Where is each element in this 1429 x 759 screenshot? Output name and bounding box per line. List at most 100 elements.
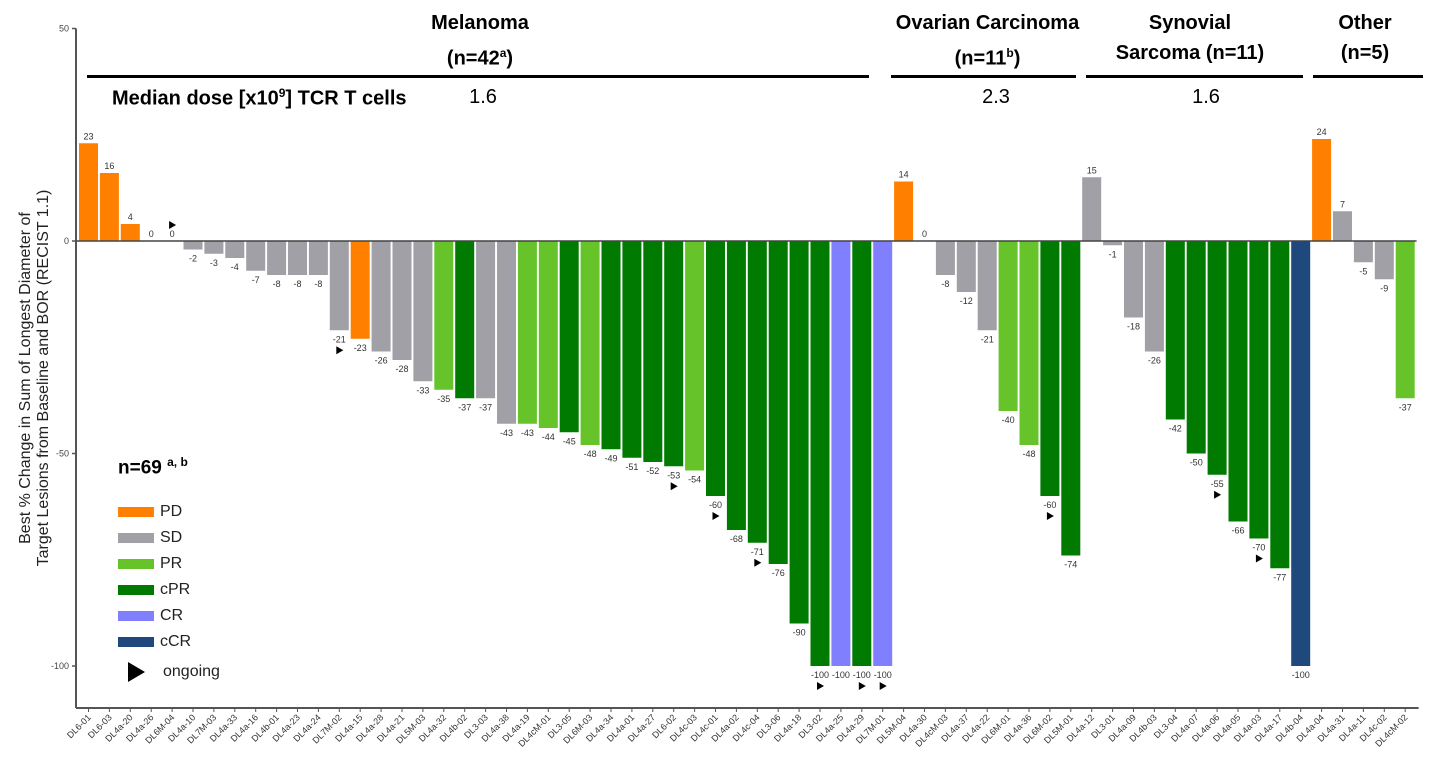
group-name: Ovarian Carcinoma: [895, 12, 1080, 34]
bar-value-label: -100: [832, 670, 850, 680]
bar-DL7M-03: [204, 241, 224, 254]
group-n-text: (n=42: [446, 47, 500, 70]
bar-value-label: -26: [375, 356, 388, 366]
median-dose-melanoma: 1.6: [469, 86, 497, 108]
legend-item-ccr: cCR: [118, 629, 220, 655]
legend-label: ongoing: [163, 663, 220, 681]
bar-DL4b-04: [1291, 241, 1311, 666]
bar-value-label: -71: [751, 547, 764, 557]
bar-value-label: 16: [104, 161, 114, 171]
ongoing-triangle-icon: [128, 662, 145, 683]
bar-value-label: -8: [314, 279, 322, 289]
y-tick-label: -50: [56, 449, 69, 459]
bar-value-label: -52: [646, 466, 659, 476]
bar-DL4a-34: [601, 241, 621, 450]
group-n-text: (n=11: [954, 47, 1007, 70]
bar-value-label: -54: [688, 475, 701, 485]
bar-DL4a-25: [831, 241, 851, 666]
bar-DL4c-02: [1374, 241, 1394, 280]
bar-value-label: -77: [1273, 572, 1286, 582]
group-n-end: ): [1013, 47, 1021, 70]
group-n-end: ): [506, 47, 514, 70]
bar-value-label: -9: [1380, 283, 1388, 293]
median-dose-ovarian: 2.3: [982, 86, 1010, 108]
group-header-ovarian: Ovarian Carcinoma (n=11b): [880, 8, 1095, 74]
ongoing-marker-icon: [1214, 490, 1222, 499]
bar-DL4cM-02: [1395, 241, 1415, 399]
bar-value-label: -50: [1190, 458, 1203, 468]
legend-item-cpr: cPR: [118, 577, 220, 603]
bar-value-label: -33: [416, 385, 429, 395]
group-name: Synovial: [1148, 12, 1232, 34]
bar-DL4b-03: [1144, 241, 1164, 352]
bar-value-label: -66: [1231, 526, 1244, 536]
bar-value-label: 7: [1340, 199, 1345, 209]
ongoing-marker-icon: [817, 682, 824, 690]
bar-DL4a-15: [350, 241, 370, 339]
bar-DL4a-28: [371, 241, 391, 352]
bar-DL3-03: [476, 241, 496, 399]
legend-swatch: [118, 533, 154, 544]
bar-value-label: -3: [210, 258, 218, 268]
legend-item-sd: SD: [118, 525, 220, 551]
group-n: (n=11b): [880, 38, 1095, 74]
bar-DL4a-07: [1186, 241, 1206, 454]
bar-DL4a-20: [120, 224, 140, 241]
legend-swatch: [118, 507, 154, 518]
bar-value-label: -37: [1399, 402, 1412, 412]
legend-swatch: [118, 559, 154, 570]
bar-value-label: 0: [922, 229, 927, 239]
bar-value-label: 24: [1317, 127, 1327, 137]
bar-DL7M-02: [329, 241, 349, 331]
bar-DL4a-18: [789, 241, 809, 624]
median-dose-synovial: 1.6: [1192, 86, 1220, 108]
bar-value-label: -55: [1211, 479, 1224, 489]
ongoing-marker-icon: [879, 682, 887, 690]
bar-value-label: -21: [333, 334, 346, 344]
bar-DL4b-02: [455, 241, 475, 399]
bar-value-label: -100: [811, 670, 829, 680]
bar-DL4c-01: [706, 241, 725, 496]
bar-value-label: 4: [128, 212, 133, 222]
legend-label: PD: [160, 503, 183, 521]
bar-DL3-01: [1103, 241, 1123, 246]
y-axis-label-line-2: Target Lesions from Baseline and BOR (RE…: [35, 189, 52, 567]
y-tick-label: 0: [64, 236, 69, 246]
bar-DL6-03: [99, 173, 119, 241]
bar-value-label: -4: [231, 262, 239, 272]
median-dose-text: Median dose [x10: [112, 87, 279, 110]
group-n-sup: b: [1006, 46, 1014, 60]
group-rule-ovarian: [891, 75, 1076, 78]
bar-value-label: -48: [1022, 449, 1035, 459]
bar-DL5M-04: [894, 181, 914, 241]
bar-value-label: -60: [709, 500, 722, 510]
bar-DL4cM-01: [538, 241, 558, 428]
bar-DL4a-27: [643, 241, 663, 462]
group-name: Other: [1338, 12, 1392, 34]
group-rule-synovial: [1086, 75, 1303, 78]
bar-value-label: 15: [1087, 165, 1097, 175]
legend-swatch: [118, 637, 154, 648]
y-tick-label: -100: [51, 661, 69, 671]
bar-DL4a-37: [956, 241, 976, 292]
ongoing-marker-icon: [712, 512, 720, 520]
bar-DL4a-21: [392, 241, 412, 360]
bar-DL4b-01: [267, 241, 287, 275]
bar-DL4a-01: [622, 241, 642, 458]
bar-value-label: -60: [1043, 500, 1056, 510]
bar-value-label: -28: [395, 364, 408, 374]
bar-DL6-02: [664, 241, 684, 467]
group-n: (n=42a): [370, 38, 590, 74]
legend-item-pr: PR: [118, 551, 220, 577]
legend-label: cPR: [160, 581, 191, 599]
n-label: n=69 a, b: [118, 455, 220, 479]
bar-DL4a-10: [183, 241, 203, 250]
bar-DL4a-19: [517, 241, 537, 424]
ongoing-marker-icon: [169, 221, 177, 229]
legend: n=69 a, b PD SD PR cPR CR cCR ongoing: [118, 455, 220, 685]
bar-DL4a-03: [1249, 241, 1269, 539]
ongoing-marker-icon: [336, 346, 344, 355]
legend-label: PR: [160, 555, 183, 573]
bar-DL4a-11: [1353, 241, 1373, 263]
